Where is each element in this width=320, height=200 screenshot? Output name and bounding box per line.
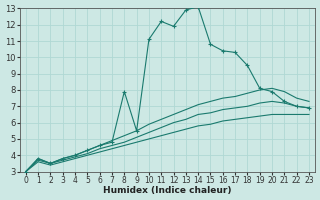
X-axis label: Humidex (Indice chaleur): Humidex (Indice chaleur) bbox=[103, 186, 232, 195]
